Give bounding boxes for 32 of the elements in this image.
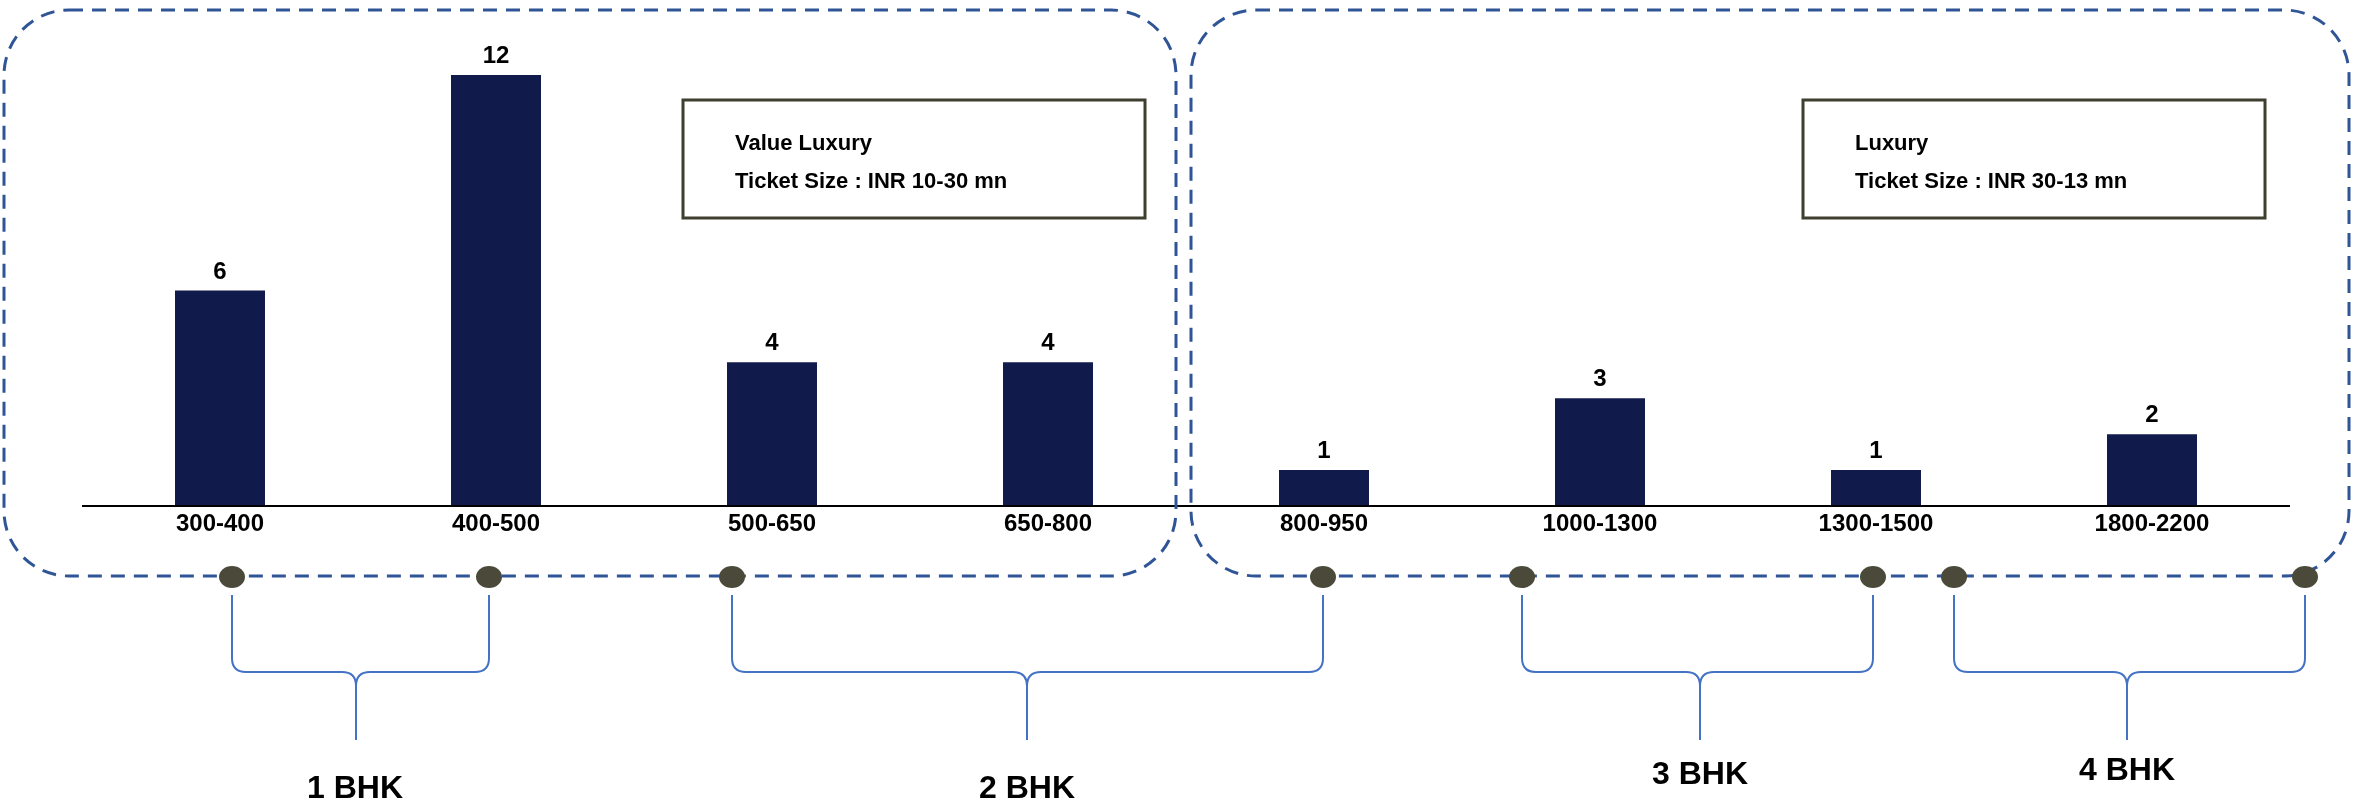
data-label: 3 — [1593, 364, 1607, 392]
x-tick-label: 300-400 — [175, 509, 265, 537]
data-label: 6 — [213, 256, 227, 284]
data-label: 1 — [1869, 436, 1883, 464]
x-tick-label: 400-500 — [451, 509, 541, 537]
bar — [2107, 434, 2197, 506]
bar — [451, 75, 541, 506]
annotation: Ticket Size : INR 10-30 mn — [735, 168, 1008, 193]
text: 2 BHK — [978, 769, 1076, 805]
data-label: 2 — [2145, 400, 2159, 428]
bar — [1555, 398, 1645, 506]
data-label: 1 — [1317, 436, 1331, 464]
data-label: 4 — [1041, 328, 1056, 356]
bar — [1279, 470, 1369, 506]
x-tick-label: 1300-1500 — [1818, 509, 1934, 537]
data-label: 12 — [482, 41, 510, 68]
annotation: Ticket Size : INR 30-13 mn — [1855, 168, 2128, 193]
bar — [727, 362, 817, 506]
text: 4 BHK — [2078, 751, 2176, 787]
data-label: 4 — [765, 328, 780, 356]
annotation: Luxury — [1855, 130, 1930, 155]
bar — [175, 290, 265, 506]
x-tick-label: 800-950 — [1279, 509, 1369, 537]
x-tick-label: 1000-1300 — [1542, 509, 1658, 537]
x-tick-label: 650-800 — [1003, 509, 1093, 537]
text: 3 BHK — [1651, 755, 1749, 791]
x-tick-label: 500-650 — [727, 509, 817, 537]
annotation: Value Luxury — [735, 130, 873, 155]
bar — [1831, 470, 1921, 506]
text: 1 BHK — [306, 769, 404, 805]
x-tick-label: 1800-2200 — [2094, 509, 2210, 537]
bar — [1003, 362, 1093, 506]
